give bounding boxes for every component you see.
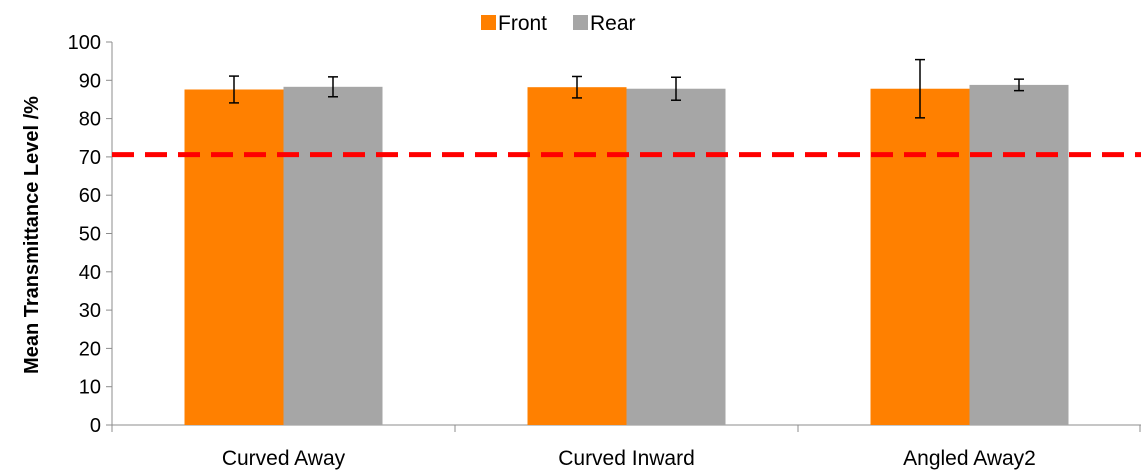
y-tick-label: 70: [79, 147, 101, 169]
x-category-label: Curved Inward: [558, 447, 695, 470]
bar-rear-angled-away2: [969, 84, 1069, 426]
y-tick-label: 90: [79, 70, 101, 92]
bar-front-curved-away: [184, 89, 284, 425]
legend-swatch-rear: [573, 15, 588, 30]
y-tick-label: 0: [90, 415, 101, 437]
y-tick-label: 80: [79, 109, 101, 131]
x-category-label: Curved Away: [222, 447, 346, 470]
legend-swatch-front: [481, 15, 496, 30]
y-axis-title-group: Mean Transmittance Level /%: [21, 96, 43, 374]
y-tick-label: 10: [79, 377, 101, 399]
legend-label-rear: Rear: [590, 12, 636, 35]
y-tick-label: 30: [79, 300, 101, 322]
y-tick-label: 40: [79, 262, 101, 284]
y-tick-label: 60: [79, 185, 101, 207]
y-tick-label: 50: [79, 224, 101, 246]
legend: Front Rear: [481, 12, 636, 35]
y-tick-label: 20: [79, 338, 101, 360]
plot-area: 0 10 20 30 40 50 60 70 80 90 100 Curved Away Curved …: [68, 32, 1141, 470]
legend-label-front: Front: [498, 12, 547, 35]
bar-front-curved-inward: [527, 87, 627, 425]
y-tick-label: 100: [68, 32, 101, 54]
y-axis-title: Mean Transmittance Level /%: [21, 96, 43, 374]
bar-rear-curved-away: [283, 86, 383, 425]
bar-front-angled-away2: [870, 88, 970, 425]
bar-rear-curved-inward: [626, 88, 726, 425]
x-category-label: Angled Away2: [903, 447, 1036, 470]
